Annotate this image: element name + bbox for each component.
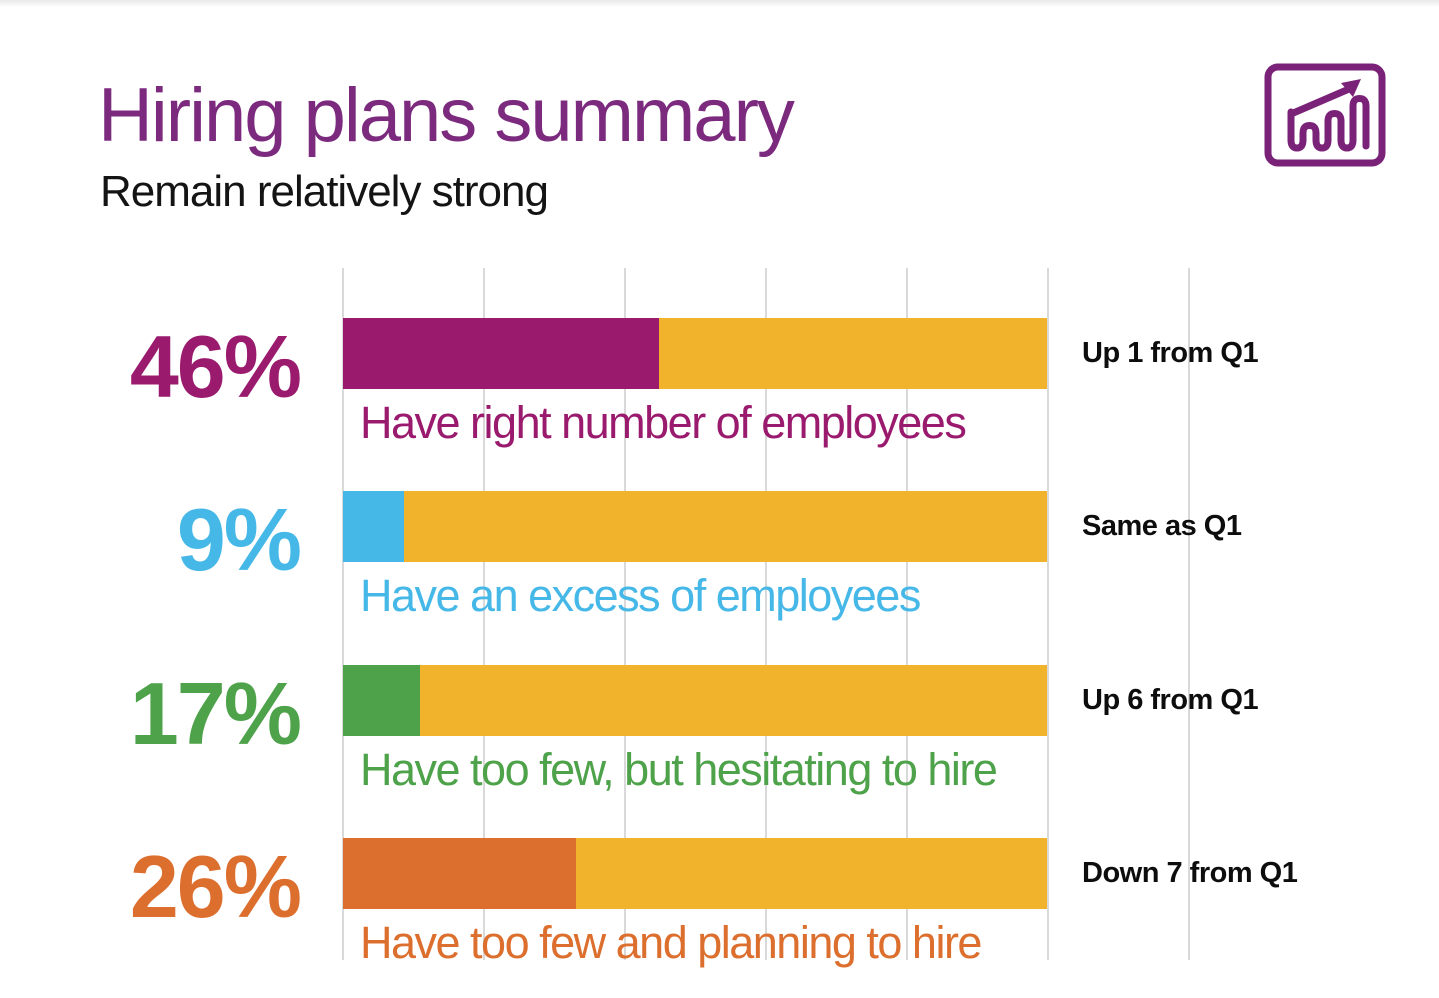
percent-label: 46% — [129, 316, 302, 416]
gridline — [483, 268, 485, 960]
page-title: Hiring plans summary — [98, 73, 795, 158]
bar-segment — [343, 838, 576, 909]
bar-caption: Have an excess of employees — [360, 570, 921, 621]
gridline — [765, 268, 767, 960]
bar-segment — [343, 665, 420, 736]
percent-label: 26% — [129, 836, 302, 936]
bar-track — [343, 665, 1047, 736]
growth-chart-icon — [1263, 62, 1387, 168]
bar-track — [343, 491, 1047, 562]
gridline — [624, 268, 626, 960]
gridline — [1047, 268, 1049, 960]
gridline — [1188, 268, 1190, 960]
gridline — [906, 268, 908, 960]
quarter-change-label: Up 1 from Q1 — [1082, 337, 1259, 369]
percent-label: 9% — [176, 489, 302, 589]
gridline — [342, 268, 344, 960]
percent-label: 17% — [129, 663, 302, 763]
bar-segment — [343, 491, 404, 562]
bar-track — [343, 838, 1047, 909]
bar-segment — [343, 318, 659, 389]
page-subtitle: Remain relatively strong — [100, 167, 549, 216]
bar-caption: Have too few, but hesitating to hire — [360, 744, 998, 795]
quarter-change-label: Up 6 from Q1 — [1082, 684, 1259, 716]
top-edge-shadow — [0, 0, 1439, 7]
quarter-change-label: Same as Q1 — [1082, 510, 1242, 542]
bar-track — [343, 318, 1047, 389]
bar-caption: Have right number of employees — [360, 397, 967, 448]
bar-caption: Have too few and planning to hire — [360, 917, 982, 968]
